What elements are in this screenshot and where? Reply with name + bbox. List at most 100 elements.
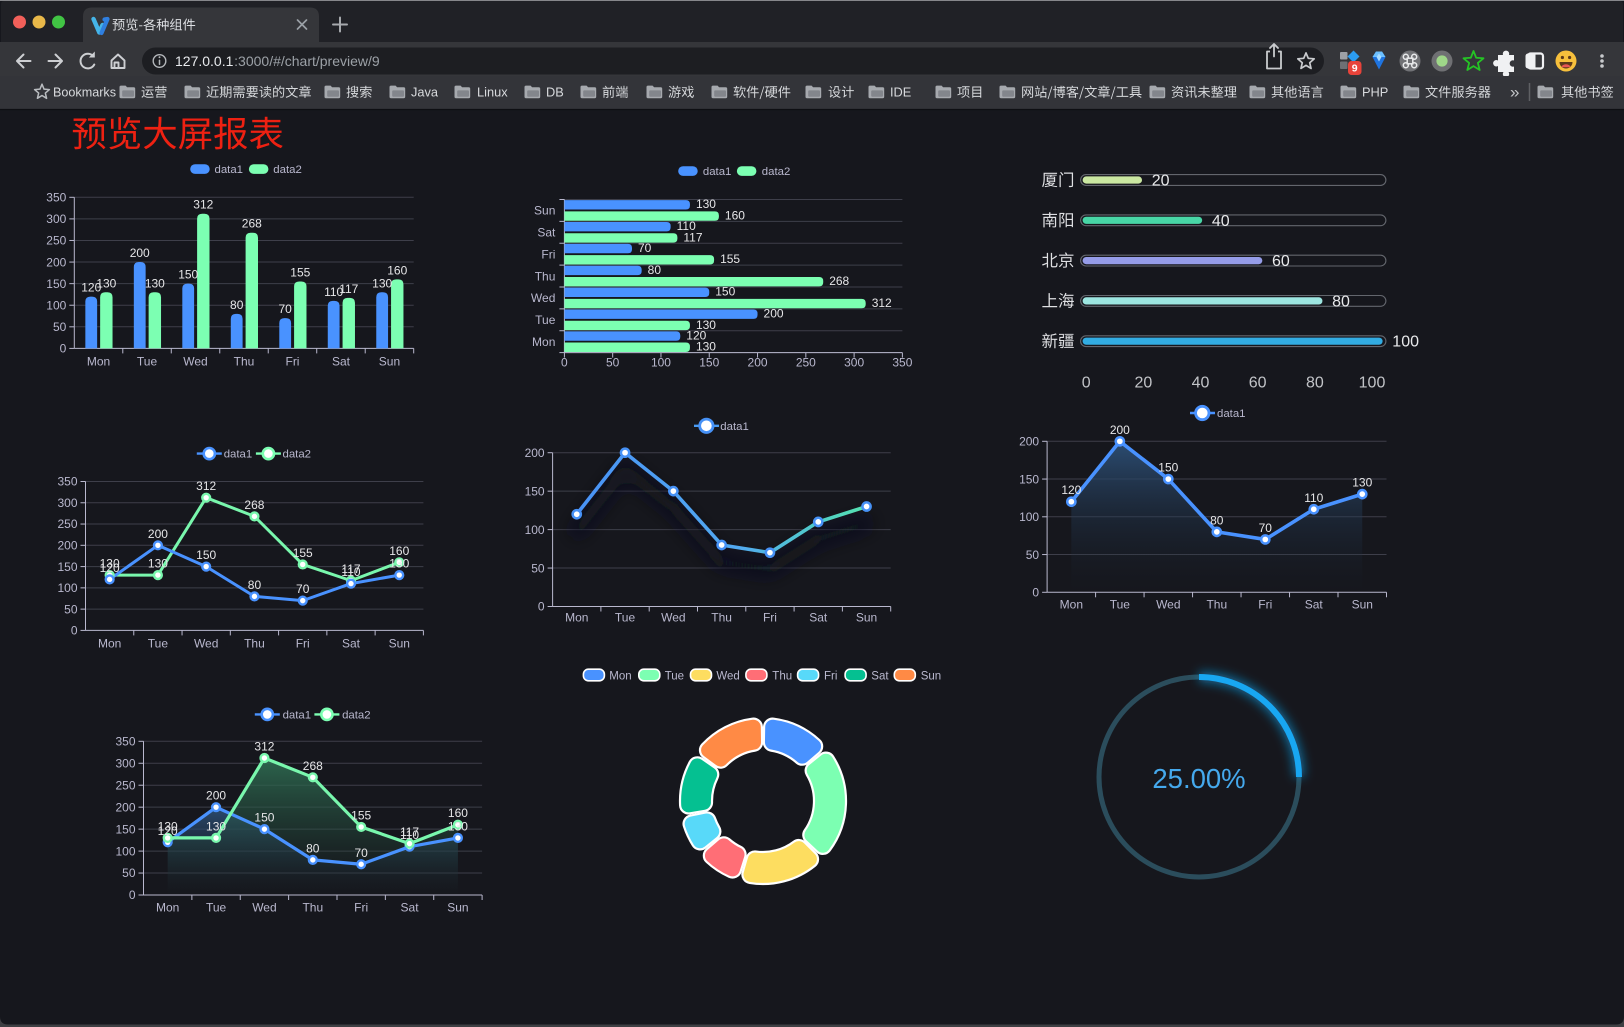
svg-text:200: 200 [46,255,66,269]
svg-text:Mon: Mon [87,355,110,369]
svg-text:130: 130 [206,819,226,833]
svg-text:50: 50 [1026,548,1040,562]
svg-text:Sun: Sun [534,204,555,218]
svg-text:data2: data2 [342,710,371,722]
svg-text:110: 110 [341,565,360,579]
svg-text:Wed: Wed [1156,598,1180,612]
svg-text:268: 268 [303,759,323,773]
svg-text:0: 0 [71,624,78,638]
svg-text:120: 120 [158,824,178,838]
svg-text:Mon: Mon [156,901,179,915]
svg-text:DB: DB [546,85,564,100]
svg-text:200: 200 [57,539,77,553]
svg-text:100: 100 [525,523,545,537]
svg-text:Sun: Sun [921,670,941,682]
svg-text:Wed: Wed [183,355,207,369]
svg-text:Fri: Fri [1258,598,1272,612]
svg-text:Fri: Fri [354,901,368,915]
svg-text:120: 120 [1061,483,1081,497]
svg-text:150: 150 [715,285,735,299]
svg-text::3000/#/chart/preview/9: :3000/#/chart/preview/9 [234,53,380,69]
svg-text:130: 130 [148,557,168,571]
svg-text:Thu: Thu [244,637,265,651]
svg-text:268: 268 [244,498,264,512]
svg-text:100: 100 [57,581,77,595]
svg-text:80: 80 [230,298,244,312]
svg-text:PHP: PHP [1362,85,1388,100]
svg-text:300: 300 [57,496,77,510]
svg-text:Mon: Mon [532,335,555,349]
svg-text:80: 80 [648,263,662,277]
svg-text:150: 150 [1019,472,1039,486]
svg-text:250: 250 [46,234,66,248]
svg-text:»: » [1510,83,1519,102]
svg-text:Sat: Sat [401,901,420,915]
svg-text:0: 0 [538,600,545,614]
svg-text:200: 200 [130,246,150,260]
svg-text:130: 130 [100,557,120,571]
svg-text:Tue: Tue [206,901,227,915]
svg-text:0: 0 [129,888,136,902]
svg-text:80: 80 [1210,513,1224,527]
svg-text:110: 110 [324,285,343,299]
svg-text:Sat: Sat [537,226,556,240]
svg-text:data1: data1 [224,449,253,461]
svg-text:0: 0 [1082,375,1091,392]
svg-text:70: 70 [296,582,310,596]
svg-text:Tue: Tue [615,611,636,625]
svg-text:Wed: Wed [716,670,739,682]
svg-text:312: 312 [193,198,213,212]
svg-text:Thu: Thu [302,901,323,915]
svg-text:150: 150 [699,356,719,370]
svg-text:Mon: Mon [1060,598,1083,612]
svg-text:Mon: Mon [565,611,588,625]
svg-text:250: 250 [115,778,135,792]
svg-text:100: 100 [1359,375,1386,392]
svg-text:0: 0 [561,356,568,370]
svg-text:Wed: Wed [531,291,555,305]
svg-text:130: 130 [145,276,165,290]
svg-text:data1: data1 [720,421,749,433]
svg-text:200: 200 [206,789,226,803]
svg-text:Tue: Tue [148,637,169,651]
svg-text:117: 117 [339,282,358,296]
svg-text:80: 80 [1306,375,1324,392]
svg-text:160: 160 [389,544,409,558]
svg-text:312: 312 [254,739,274,753]
svg-text:155: 155 [290,265,310,279]
svg-text:Sat: Sat [342,637,361,651]
svg-text:150: 150 [525,484,545,498]
svg-text:60: 60 [1272,253,1290,270]
svg-text:70: 70 [1259,521,1273,535]
svg-text:80: 80 [306,841,320,855]
svg-text:Sun: Sun [1352,598,1373,612]
svg-text:50: 50 [531,561,545,575]
svg-text:350: 350 [57,475,77,489]
svg-text:268: 268 [829,274,849,288]
svg-text:268: 268 [242,217,262,231]
svg-text:0: 0 [1032,586,1039,600]
svg-text:Fri: Fri [824,670,837,682]
svg-text:Tue: Tue [1110,598,1131,612]
svg-text:50: 50 [122,866,136,880]
svg-text:Wed: Wed [194,637,218,651]
svg-text:50: 50 [606,356,620,370]
svg-text:Linux: Linux [477,85,508,100]
svg-text:130: 130 [696,197,716,211]
svg-text:80: 80 [248,578,262,592]
svg-text:160: 160 [387,263,407,277]
svg-text:70: 70 [279,302,293,316]
svg-text:Fri: Fri [296,637,310,651]
svg-text:70: 70 [638,241,652,255]
svg-text:150: 150 [46,277,66,291]
svg-text:50: 50 [64,602,78,616]
svg-text:Wed: Wed [661,611,685,625]
svg-text:200: 200 [748,356,768,370]
svg-text:Java: Java [411,85,439,100]
svg-text:20: 20 [1134,375,1152,392]
svg-text:25.00%: 25.00% [1152,763,1245,794]
svg-text:155: 155 [351,808,371,822]
svg-text:155: 155 [720,252,740,266]
svg-text:150: 150 [115,822,135,836]
svg-text:Tue: Tue [137,355,158,369]
